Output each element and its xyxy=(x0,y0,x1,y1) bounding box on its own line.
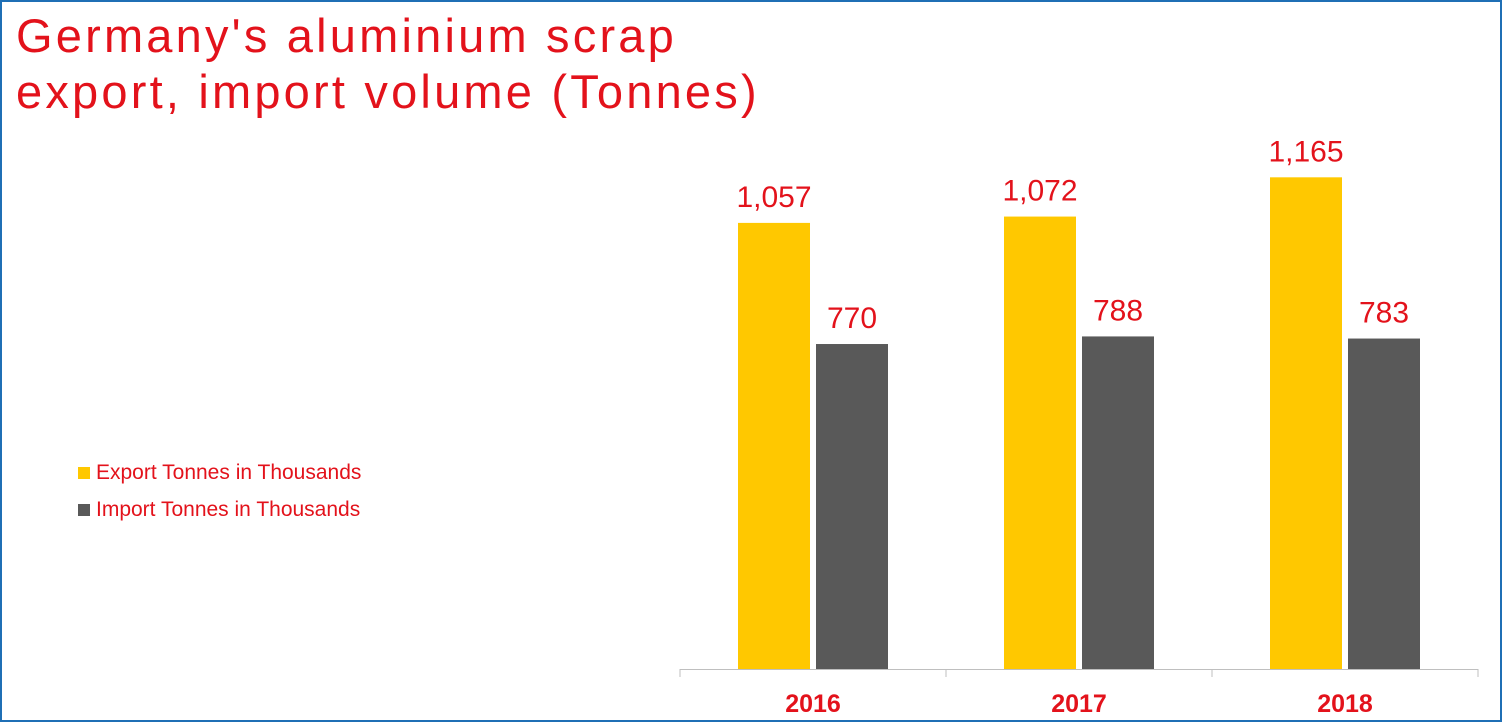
x-tick-label-2017: 2017 xyxy=(1051,690,1107,718)
legend-item-import: Import Tonnes in Thousands xyxy=(78,495,361,525)
legend-label-export: Export Tonnes in Thousands xyxy=(96,461,362,484)
bar-import-2016 xyxy=(816,344,888,669)
bar-import-2018 xyxy=(1348,338,1420,669)
data-label-import-2018: 783 xyxy=(1359,297,1409,330)
data-label-import-2017: 788 xyxy=(1093,294,1143,327)
legend-swatch-export xyxy=(78,467,90,479)
chart-title-line-1: Germany's aluminium scrap xyxy=(16,9,677,62)
data-label-export-2018: 1,165 xyxy=(1268,135,1343,168)
x-tick-label-2016: 2016 xyxy=(785,690,841,718)
x-tick-label-2018: 2018 xyxy=(1317,690,1373,718)
legend-swatch-import xyxy=(78,504,90,516)
bar-export-2017 xyxy=(1004,216,1076,669)
legend-label-import: Import Tonnes in Thousands xyxy=(96,498,361,521)
legend: Export Tonnes in Thousands Import Tonnes… xyxy=(78,458,361,532)
bar-export-2016 xyxy=(738,222,810,669)
legend-item-export: Export Tonnes in Thousands xyxy=(78,458,361,488)
data-label-export-2017: 1,072 xyxy=(1002,175,1077,208)
data-label-import-2016: 770 xyxy=(827,302,877,335)
bar-import-2017 xyxy=(1082,336,1154,669)
data-label-export-2016: 1,057 xyxy=(736,181,811,214)
bar-export-2018 xyxy=(1270,177,1342,670)
chart-title: Germany's aluminium scrap export, import… xyxy=(16,8,760,120)
chart-title-line-2: export, import volume (Tonnes) xyxy=(16,65,760,118)
